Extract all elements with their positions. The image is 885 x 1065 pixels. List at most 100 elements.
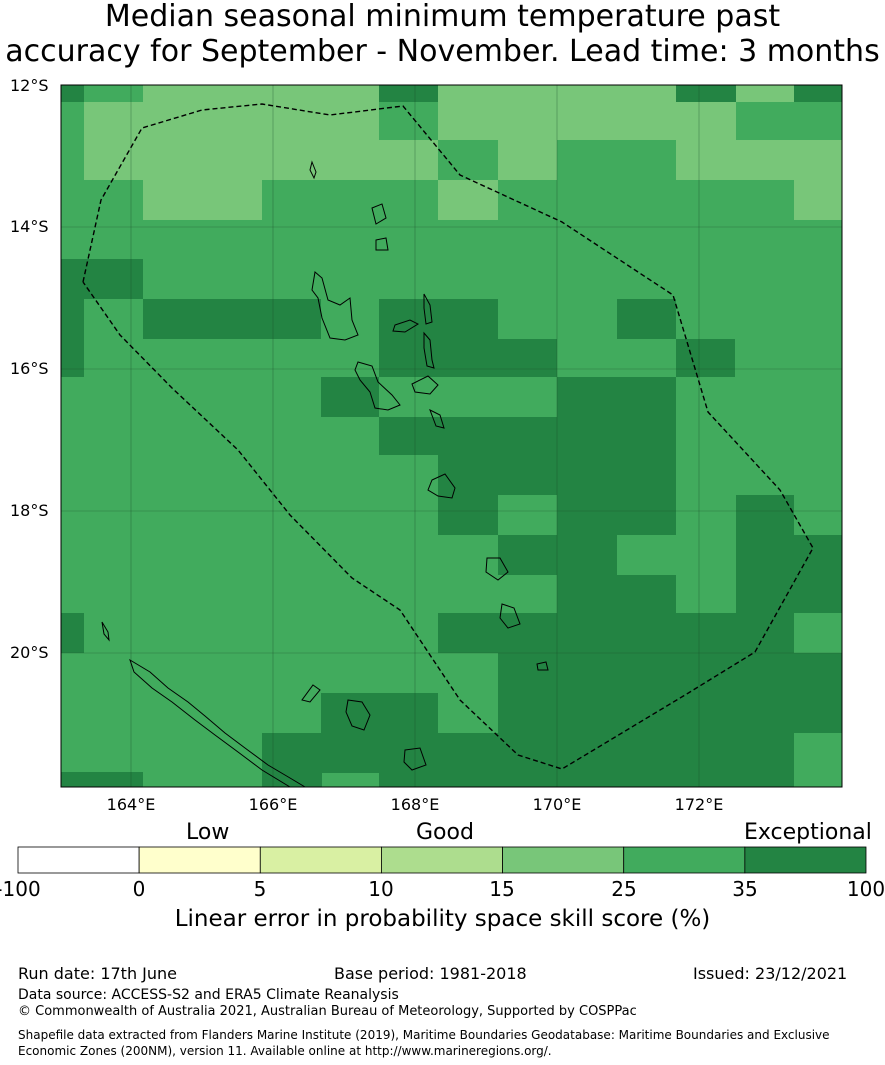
- skill-cell: [498, 693, 842, 733]
- maewo: [423, 293, 433, 325]
- skill-cell: [379, 377, 438, 417]
- skill-cell: [498, 140, 557, 180]
- epi: [429, 408, 445, 429]
- skill-cell: [617, 575, 676, 613]
- lat-label-16s: 16°S: [10, 359, 49, 378]
- colorbar-bin: [138, 846, 261, 874]
- colorbar-bin: [17, 846, 140, 874]
- skill-cell: [438, 613, 794, 653]
- skill-cell: [736, 85, 794, 102]
- skill-cell: [438, 180, 498, 220]
- ambae: [392, 319, 420, 333]
- map-title-line1: Median seasonal minimum temperature past: [104, 0, 781, 34]
- espiritu-santo: [311, 271, 359, 341]
- skill-cell: [321, 377, 380, 417]
- skill-cell: [321, 693, 438, 733]
- skill-cell: [379, 417, 676, 455]
- lon-label-170e: 170°E: [532, 795, 582, 814]
- lon-label-172e: 172°E: [674, 795, 724, 814]
- tanna: [499, 603, 521, 629]
- skill-cell: [61, 772, 143, 787]
- banks-island-2: [375, 237, 389, 251]
- base-period: Base period: 1981-2018: [334, 964, 527, 983]
- island: [301, 684, 321, 703]
- skill-cell: [676, 339, 735, 377]
- colorbar-tick-label: 5: [253, 877, 267, 901]
- colorbar-bin: [259, 846, 382, 874]
- island: [101, 621, 110, 642]
- pentecost: [423, 331, 435, 369]
- colorbar-bin: [744, 846, 867, 874]
- skill-cell: [143, 299, 321, 339]
- torres-island: [309, 160, 317, 180]
- efate: [427, 473, 456, 499]
- skill-cell: [379, 299, 498, 339]
- skill-cell: [676, 140, 842, 180]
- category-low: Low: [186, 820, 230, 845]
- island: [345, 699, 371, 731]
- colorbar-tick-label: 10: [368, 877, 394, 901]
- skill-cell: [379, 85, 438, 102]
- colorbar-bin: [381, 846, 503, 874]
- skill-cell: [498, 653, 842, 693]
- skill-cell: [617, 299, 676, 339]
- skill-cell: [794, 85, 842, 102]
- banks-island-1: [371, 203, 387, 225]
- map-title-line2: accuracy for September - November. Lead …: [5, 35, 880, 69]
- skill-cell: [557, 377, 676, 417]
- colorbar-bin: [502, 846, 625, 874]
- skill-cell: [438, 495, 498, 535]
- skill-cell: [736, 535, 842, 613]
- colorbar-tick-label: 100: [846, 877, 885, 901]
- issued-date: Issued: 23/12/2021: [693, 964, 848, 983]
- skill-cell: [676, 85, 736, 102]
- colorbar-bins: [17, 846, 867, 874]
- skill-cell: [498, 535, 617, 575]
- skill-cell: [736, 495, 794, 535]
- lat-label-14s: 14°S: [10, 217, 49, 236]
- skill-cell: [676, 102, 736, 140]
- skill-cell: [84, 102, 262, 180]
- skill-cell: [61, 259, 143, 299]
- colorbar: [17, 846, 867, 874]
- shapefile-credit-line1: Shapefile data extracted from Flanders M…: [18, 1028, 830, 1042]
- map-frame: [60, 84, 843, 788]
- colorbar-tick-label: 25: [611, 877, 637, 901]
- ambrym: [411, 375, 439, 395]
- skill-cell: [61, 299, 84, 377]
- skill-cell: [61, 613, 84, 653]
- lat-label-20s: 20°S: [10, 643, 49, 662]
- skill-cell: [498, 733, 794, 787]
- skill-cell: [262, 140, 438, 180]
- category-exceptional: Exceptional: [744, 820, 872, 845]
- shapefile-credit-line2: Economic Zones (200NM), version 11. Avai…: [18, 1044, 552, 1058]
- lat-label-12s: 12°S: [10, 76, 49, 95]
- lon-label-166e: 166°E: [248, 795, 298, 814]
- colorbar-tick-label: 15: [489, 877, 515, 901]
- copyright: © Commonwealth of Australia 2021, Austra…: [18, 1004, 637, 1019]
- skill-cell: [794, 180, 842, 220]
- island: [403, 747, 427, 771]
- malekula: [354, 361, 401, 411]
- lon-label-168e: 168°E: [390, 795, 440, 814]
- lat-label-18s: 18°S: [10, 501, 49, 520]
- lon-label-164e: 164°E: [106, 795, 156, 814]
- skill-cell: [143, 180, 262, 220]
- skill-cell: [379, 339, 557, 377]
- category-good: Good: [416, 820, 474, 845]
- skill-cell: [262, 733, 498, 773]
- run-date: Run date: 17th June: [18, 964, 178, 983]
- colorbar-bin: [623, 846, 746, 874]
- skill-grid: [61, 85, 842, 787]
- skill-cell: [379, 772, 498, 787]
- colorbar-title: Linear error in probability space skill …: [174, 906, 711, 932]
- colorbar-tick-label: 0: [132, 877, 146, 901]
- colorbar-tick-label: -100: [0, 877, 41, 901]
- skill-cell: [84, 85, 143, 102]
- skill-map: [60, 84, 843, 788]
- skill-cell: [557, 495, 676, 535]
- aneityum: [536, 661, 549, 671]
- eez-boundary: [82, 103, 814, 770]
- colorbar-tick-label: 35: [732, 877, 758, 901]
- erromango: [485, 557, 509, 581]
